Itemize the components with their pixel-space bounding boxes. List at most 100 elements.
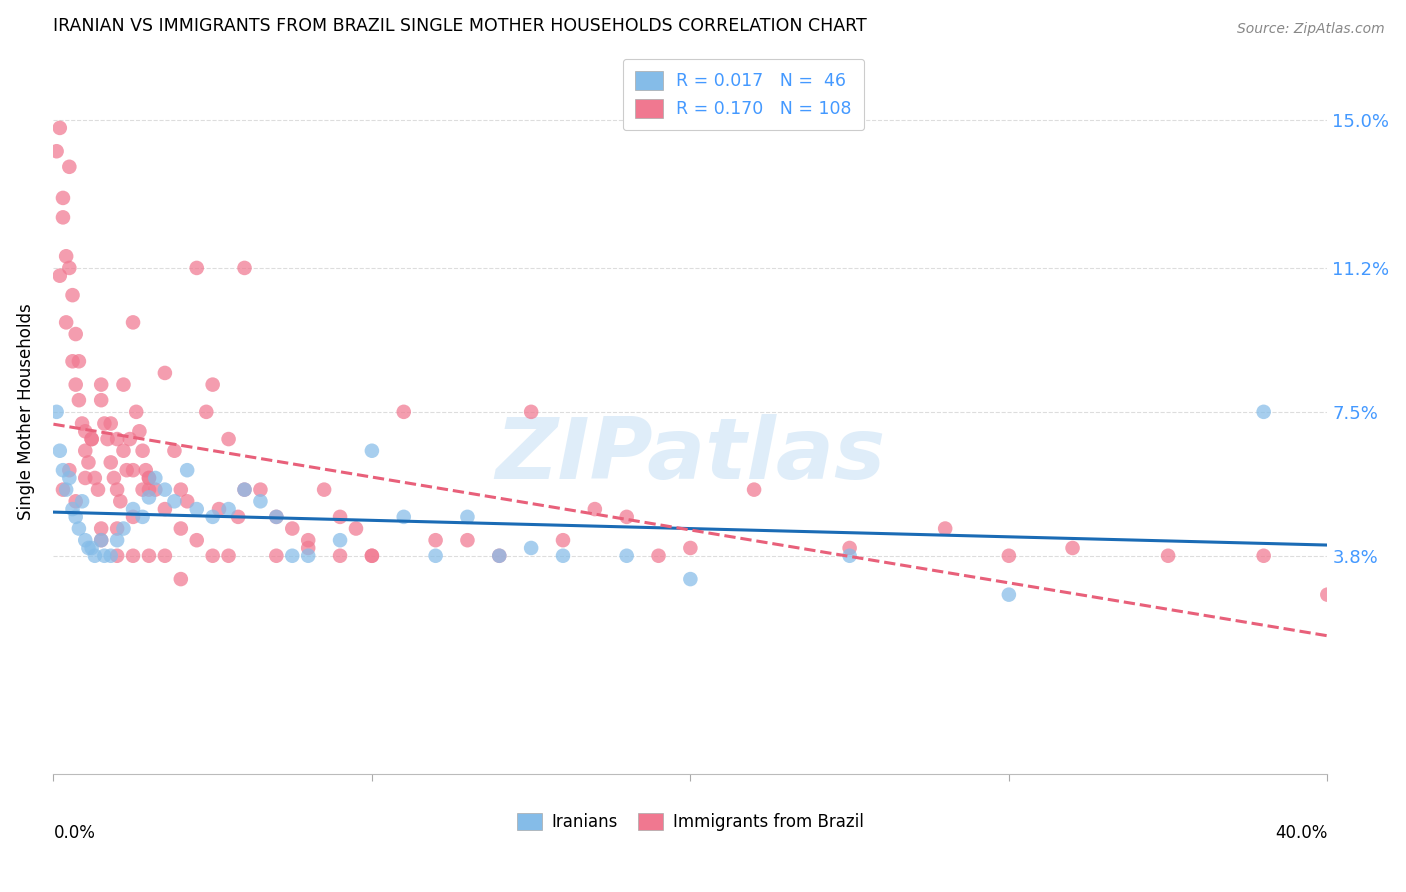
Point (218, 502, 240, 516)
Text: Source: ZipAtlas.com: Source: ZipAtlas.com (1237, 22, 1385, 37)
Point (105, 533, 128, 548)
Point (105, 549, 128, 563)
Point (249, 494, 271, 508)
Point (67, 522, 90, 536)
Point (122, 509, 145, 524)
Point (131, 483, 153, 497)
Point (67, 393, 90, 408)
Point (998, 588, 1021, 602)
Point (329, 549, 352, 563)
Y-axis label: Single Mother Households: Single Mother Households (17, 303, 35, 520)
Point (186, 533, 208, 548)
Point (103, 471, 125, 485)
Point (58, 160, 80, 174)
Point (70, 417, 93, 431)
Point (93, 549, 115, 563)
Point (647, 549, 669, 563)
Point (266, 509, 288, 524)
Point (138, 483, 160, 497)
Point (118, 432, 141, 446)
Point (153, 483, 176, 497)
Point (55, 483, 77, 497)
Point (49, 120, 72, 135)
Point (392, 509, 415, 524)
Point (90, 533, 112, 548)
Point (100, 455, 122, 469)
Point (143, 483, 166, 497)
Point (49, 443, 72, 458)
Point (96, 432, 118, 446)
Point (488, 549, 510, 563)
Point (226, 509, 249, 524)
Point (934, 522, 956, 536)
Point (314, 483, 336, 497)
Point (838, 541, 860, 555)
Point (65, 509, 87, 524)
Point (329, 533, 352, 548)
Point (55, 315, 77, 329)
Point (80, 541, 103, 555)
Point (998, 549, 1021, 563)
Point (49, 268, 72, 283)
Point (52, 463, 75, 477)
Point (361, 549, 384, 563)
Point (45, 405, 67, 419)
Point (105, 432, 128, 446)
Point (201, 377, 224, 392)
Point (138, 471, 160, 485)
Point (138, 491, 160, 505)
Point (75, 443, 97, 458)
Point (70, 494, 93, 508)
Point (138, 471, 160, 485)
Point (218, 549, 240, 563)
Point (62, 288, 84, 302)
Point (297, 541, 319, 555)
Point (233, 483, 256, 497)
Point (249, 483, 271, 497)
Point (163, 494, 186, 508)
Point (201, 509, 224, 524)
Point (110, 494, 132, 508)
Point (138, 549, 160, 563)
Point (233, 483, 256, 497)
Point (135, 463, 157, 477)
Point (83, 471, 105, 485)
Point (679, 572, 702, 586)
Point (77, 455, 100, 469)
Point (1316, 588, 1339, 602)
Point (186, 260, 208, 275)
Point (122, 502, 145, 516)
Point (742, 483, 765, 497)
Point (143, 471, 166, 485)
Point (75, 425, 97, 439)
Point (281, 549, 304, 563)
Point (153, 502, 176, 516)
Point (58, 463, 80, 477)
Point (520, 541, 543, 555)
Point (425, 549, 447, 563)
Point (456, 509, 478, 524)
Point (131, 443, 153, 458)
Point (170, 522, 193, 536)
Point (52, 191, 75, 205)
Text: ZIPatlas: ZIPatlas (495, 414, 886, 497)
Point (195, 405, 218, 419)
Point (131, 509, 153, 524)
Point (838, 549, 860, 563)
Point (176, 494, 198, 508)
Point (122, 549, 145, 563)
Point (456, 533, 478, 548)
Point (361, 443, 384, 458)
Point (520, 405, 543, 419)
Point (93, 417, 115, 431)
Point (1253, 405, 1275, 419)
Point (392, 405, 415, 419)
Point (297, 549, 319, 563)
Point (361, 549, 384, 563)
Point (55, 249, 77, 263)
Point (58, 260, 80, 275)
Point (62, 502, 84, 516)
Point (425, 533, 447, 548)
Point (105, 483, 128, 497)
Point (281, 522, 304, 536)
